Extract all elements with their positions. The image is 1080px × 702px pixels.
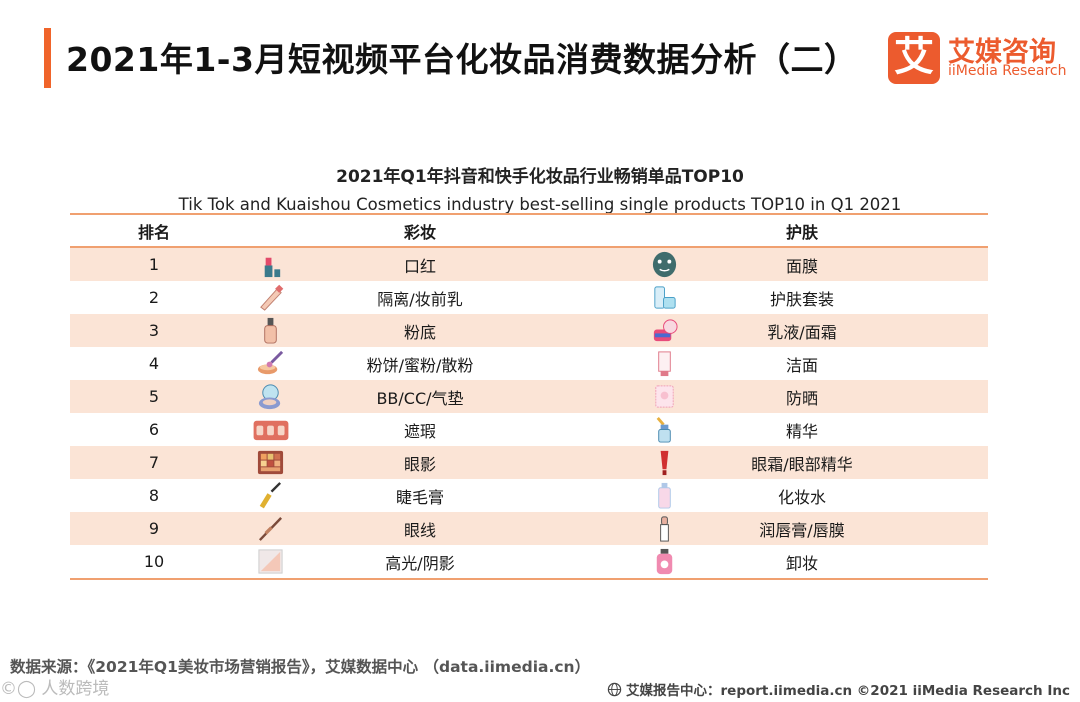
globe-icon: [607, 682, 622, 696]
face-mask-icon: [652, 251, 677, 278]
table-row: 5 BB/CC/气垫 防晒: [70, 380, 988, 413]
rank-cell: 8: [148, 486, 160, 505]
table-row: 3 粉底 乳液/面霜: [70, 314, 988, 347]
makeup-item: 粉饼/蜜粉/散粉: [366, 355, 474, 375]
makeup-item: 高光/阴影: [385, 553, 455, 573]
skincare-item: 润唇膏/唇膜: [759, 520, 845, 540]
table-title-en: Tik Tok and Kuaishou Cosmetics industry …: [178, 195, 902, 214]
header-makeup: 彩妆: [403, 222, 436, 242]
makeup-item: 眼线: [403, 520, 436, 540]
table-row: 2 隔离/妆前乳 护肤套装: [70, 281, 988, 314]
skincare-item: 化妆水: [777, 487, 826, 507]
logo-name-cn: 艾媒咨询: [948, 37, 1056, 68]
table-row: 7 眼影 眼霜/眼部精华: [70, 446, 988, 479]
cushion-compact-icon: [258, 384, 281, 410]
rank-cell: 9: [148, 519, 160, 538]
table-header: 排名 彩妆 护肤: [70, 215, 988, 248]
makeup-item: 眼影: [403, 454, 436, 474]
makeup-item: BB/CC/气垫: [376, 388, 464, 408]
skincare-item: 护肤套装: [769, 289, 834, 309]
skincare-set-icon: [654, 286, 676, 309]
makeup-item: 粉底: [403, 322, 436, 342]
table-row: 9 眼线 润唇膏/唇膜: [70, 512, 988, 545]
foundation-bottle-icon: [264, 317, 277, 344]
mascara-icon: [259, 482, 282, 509]
makeup-item: 隔离/妆前乳: [377, 289, 463, 309]
header-rank: 排名: [137, 222, 170, 242]
table-row: 4 粉饼/蜜粉/散粉 洁面: [70, 347, 988, 380]
eyeliner-icon: [258, 517, 283, 541]
lipstick-icon: [264, 257, 281, 278]
rank-cell: 10: [143, 552, 165, 571]
sunscreen-icon: [655, 385, 674, 408]
ranking-table: 排名 彩妆 护肤 1 口红 面膜 2 隔离/妆前乳 护肤套装: [70, 213, 988, 580]
rank-cell: 1: [148, 255, 160, 274]
table-row: 1 口红 面膜: [70, 248, 988, 281]
footer-text: 艾媒报告中心：report.iimedia.cn ©2021 iiMedia R…: [626, 683, 1070, 699]
table-title-cn: 2021年Q1年抖音和快手化妆品行业畅销单品TOP10: [336, 167, 744, 187]
skincare-item: 乳液/面霜: [767, 322, 837, 342]
serum-dropper-icon: [656, 416, 671, 443]
concealer-palette-icon: [253, 420, 289, 441]
powder-brush-icon: [257, 350, 284, 375]
data-source: 数据来源：《2021年Q1美妆市场营销报告》，艾媒数据中心 （data.iime…: [10, 658, 591, 676]
skincare-item: 眼霜/眼部精华: [751, 454, 853, 474]
makeup-remover-icon: [656, 548, 673, 575]
table-row: 6 遮瑕 精华: [70, 413, 988, 446]
skincare-item: 卸妆: [785, 553, 818, 573]
rank-cell: 5: [148, 387, 160, 406]
primer-tube-icon: [260, 284, 284, 311]
table-row: 8 睫毛膏 化妆水: [70, 479, 988, 512]
makeup-item: 遮瑕: [403, 421, 436, 441]
skincare-item: 洁面: [785, 355, 818, 375]
highlighter-icon: [258, 549, 283, 574]
logo-name-en: iiMedia Research: [948, 63, 1067, 79]
iimedia-logo: 艾 艾媒咨询 iiMedia Research: [888, 30, 1068, 86]
rank-cell: 3: [148, 321, 160, 340]
table-row: 10 高光/阴影 卸妆: [70, 545, 988, 578]
rank-cell: 2: [148, 288, 160, 307]
rank-cell: 4: [148, 354, 160, 373]
skincare-item: 精华: [785, 421, 818, 441]
watermark: ©◯ 人数跨境: [0, 679, 110, 699]
makeup-item: 口红: [403, 256, 436, 276]
header-skincare: 护肤: [785, 222, 818, 242]
toner-bottle-icon: [658, 482, 671, 509]
skincare-item: 面膜: [785, 256, 818, 276]
logo-mark: 艾: [888, 32, 940, 84]
eye-cream-tube-icon: [660, 450, 669, 476]
skincare-item: 防晒: [785, 388, 818, 408]
eyeshadow-palette-icon: [257, 450, 284, 475]
title-accent-bar: [44, 28, 51, 88]
rank-cell: 7: [148, 453, 160, 472]
cream-jar-icon: [653, 319, 678, 342]
footer-credit: 艾媒报告中心：report.iimedia.cn ©2021 iiMedia R…: [607, 679, 1070, 699]
makeup-item: 睫毛膏: [395, 487, 444, 507]
cleanser-tube-icon: [658, 351, 671, 377]
lip-balm-icon: [660, 516, 669, 542]
page-title: 2021年1-3月短视频平台化妆品消费数据分析（二）: [66, 40, 858, 79]
rank-cell: 6: [148, 420, 160, 439]
